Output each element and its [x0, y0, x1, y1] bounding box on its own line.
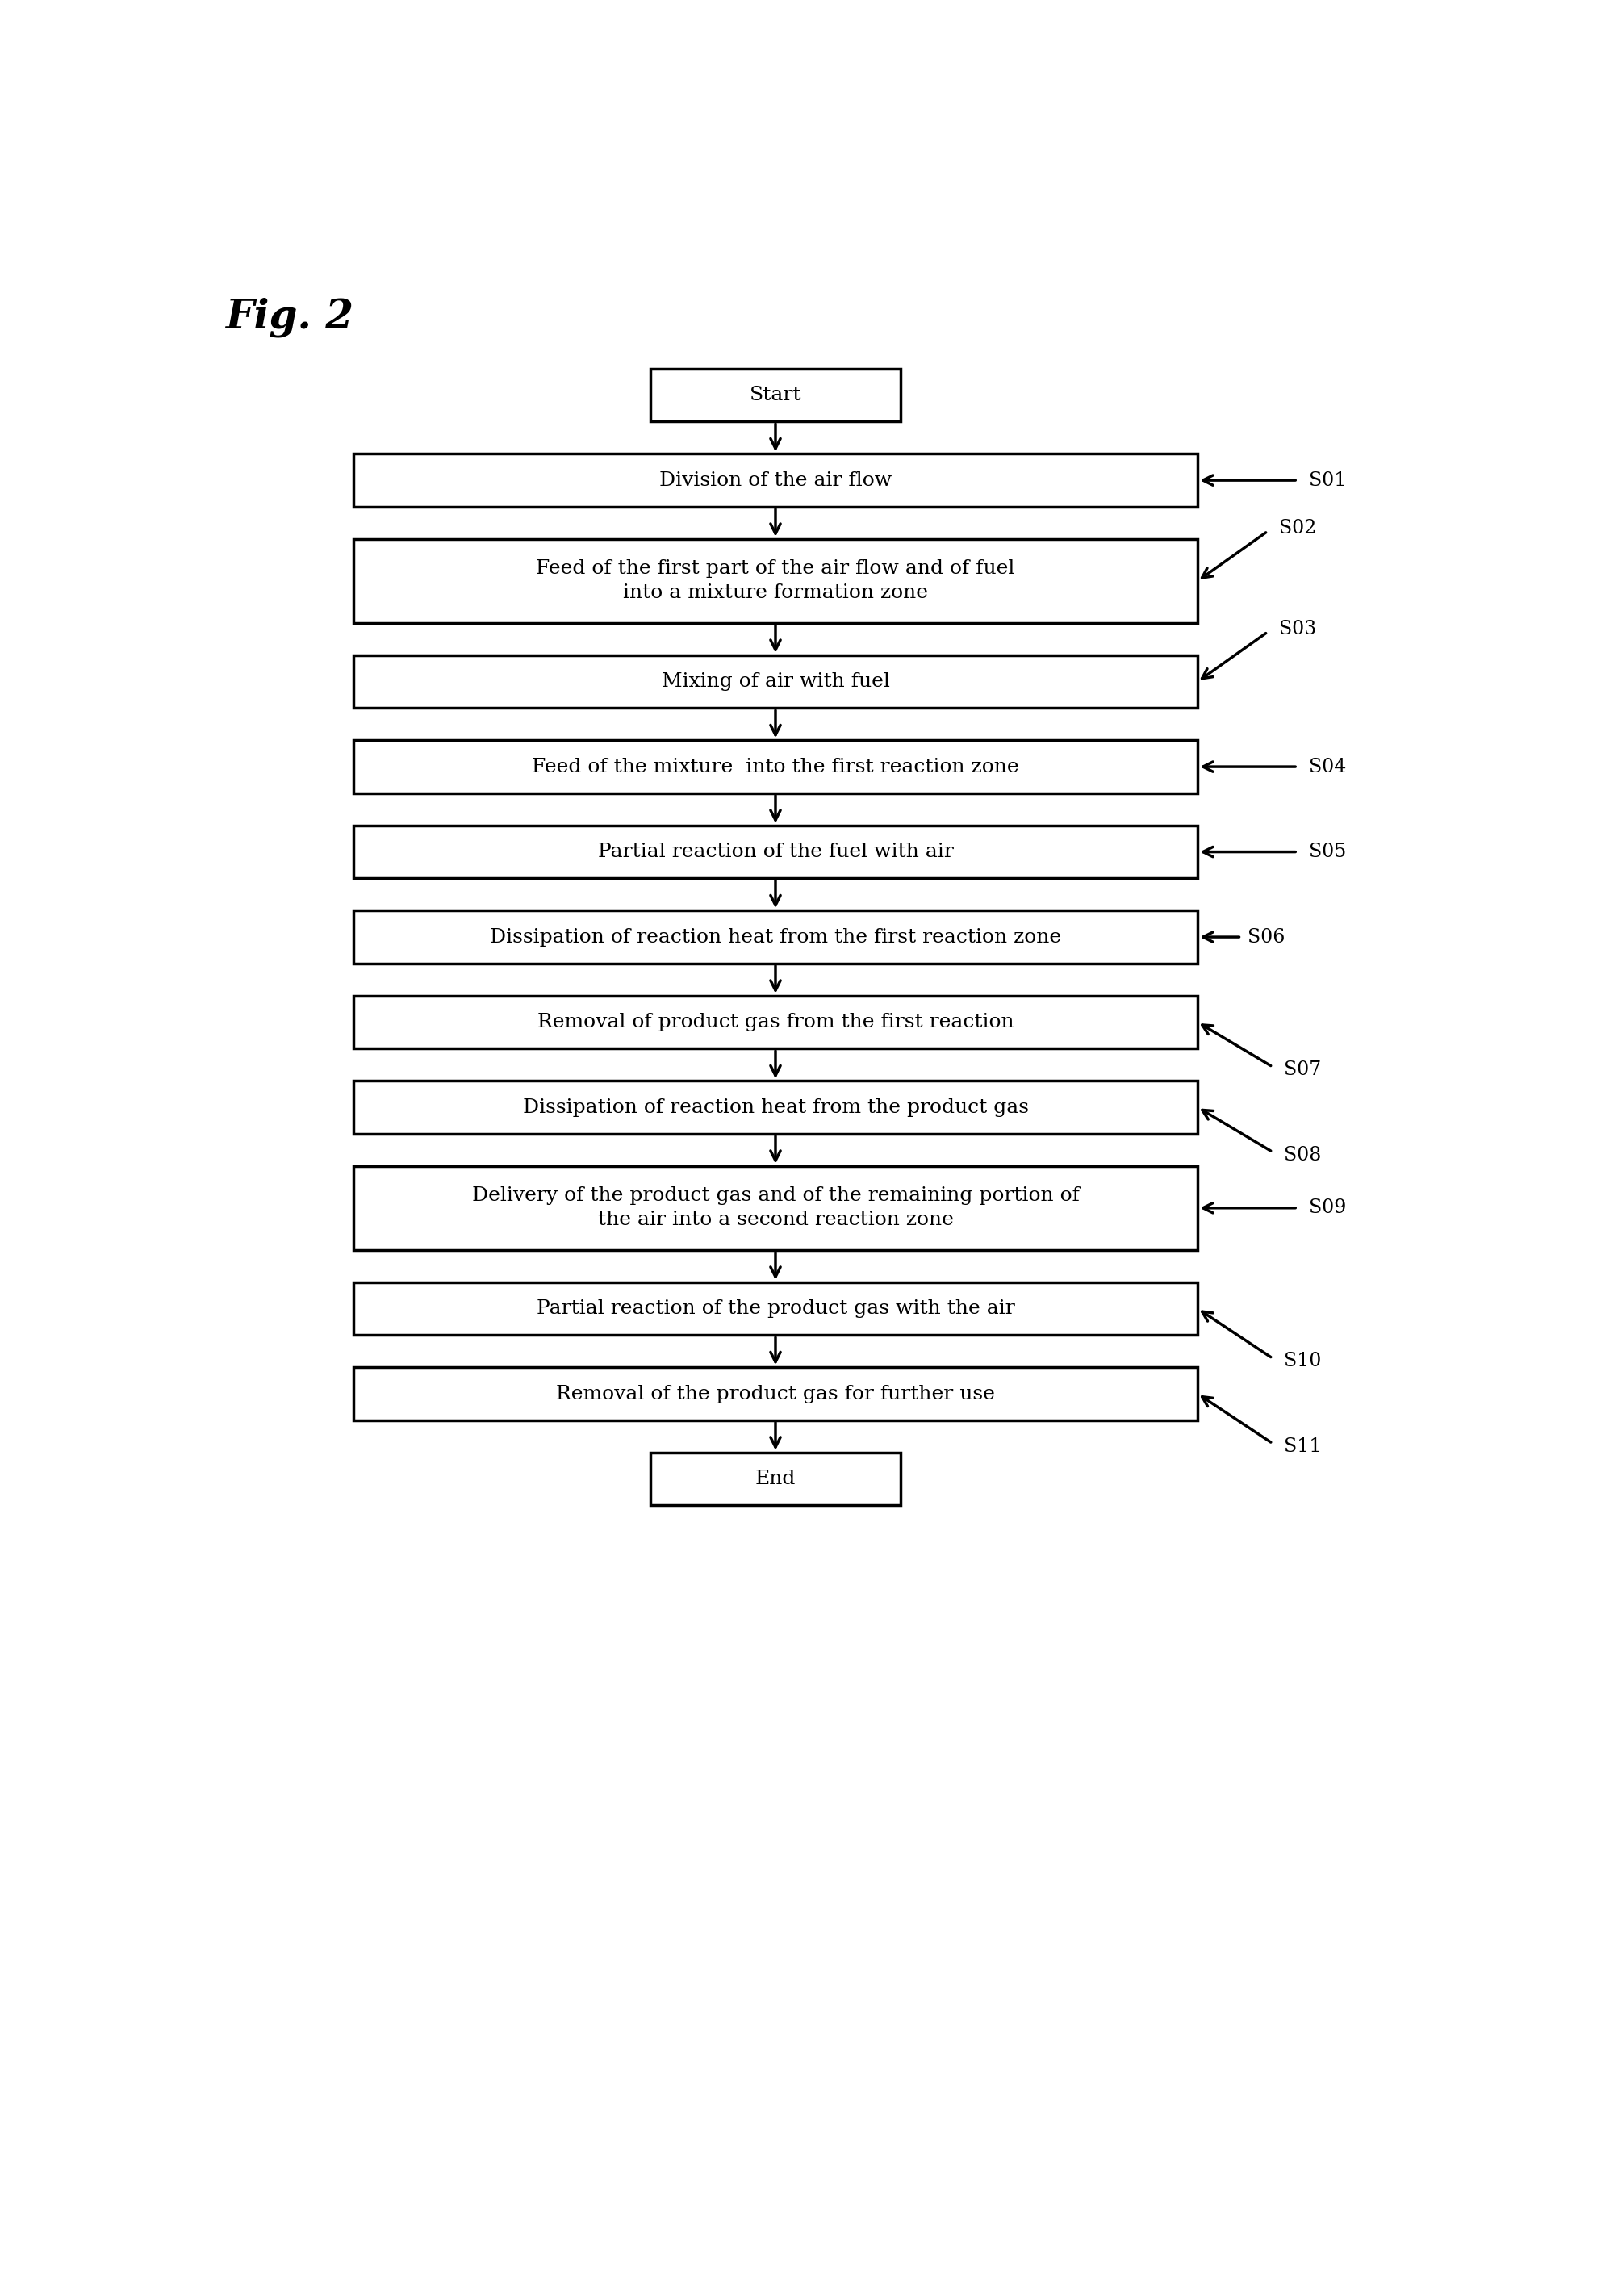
Bar [650, 1453, 900, 1506]
Text: S06: S06 [1247, 928, 1286, 946]
Text: S11: S11 [1284, 1437, 1321, 1456]
Text: S04: S04 [1310, 758, 1346, 776]
Bar [354, 1166, 1198, 1249]
Text: S05: S05 [1310, 843, 1346, 861]
Bar [354, 827, 1198, 879]
Text: S01: S01 [1310, 471, 1346, 489]
Text: Partial reaction of the fuel with air: Partial reaction of the fuel with air [597, 843, 953, 861]
Bar [354, 739, 1198, 792]
Bar [354, 996, 1198, 1049]
Text: S09: S09 [1310, 1199, 1346, 1217]
Bar [354, 1281, 1198, 1334]
Text: Delivery of the product gas and of the remaining portion of
the air into a secon: Delivery of the product gas and of the r… [472, 1187, 1079, 1228]
Text: Removal of the product gas for further use: Removal of the product gas for further u… [556, 1384, 994, 1403]
Text: Dissipation of reaction heat from the first reaction zone: Dissipation of reaction heat from the fi… [490, 928, 1061, 946]
Text: Mixing of air with fuel: Mixing of air with fuel [661, 673, 890, 691]
Bar [354, 1081, 1198, 1134]
Text: S07: S07 [1284, 1061, 1321, 1079]
Text: Start: Start [749, 386, 802, 404]
Bar [354, 455, 1198, 507]
Text: Feed of the mixture  into the first reaction zone: Feed of the mixture into the first react… [532, 758, 1018, 776]
Text: Partial reaction of the product gas with the air: Partial reaction of the product gas with… [536, 1300, 1015, 1318]
Text: Feed of the first part of the air flow and of fuel
into a mixture formation zone: Feed of the first part of the air flow a… [536, 560, 1015, 602]
Text: S08: S08 [1284, 1146, 1321, 1164]
Bar [354, 912, 1198, 964]
Text: S02: S02 [1279, 519, 1316, 537]
Text: S10: S10 [1284, 1352, 1321, 1371]
Text: Fig. 2: Fig. 2 [226, 296, 354, 338]
Text: S03: S03 [1279, 620, 1316, 638]
Text: End: End [756, 1469, 796, 1488]
Bar [354, 1368, 1198, 1421]
Bar [354, 654, 1198, 707]
Text: Removal of product gas from the first reaction: Removal of product gas from the first re… [538, 1013, 1013, 1031]
Text: Division of the air flow: Division of the air flow [660, 471, 892, 489]
Text: Dissipation of reaction heat from the product gas: Dissipation of reaction heat from the pr… [522, 1097, 1028, 1116]
Bar [354, 540, 1198, 622]
Bar [650, 370, 900, 422]
